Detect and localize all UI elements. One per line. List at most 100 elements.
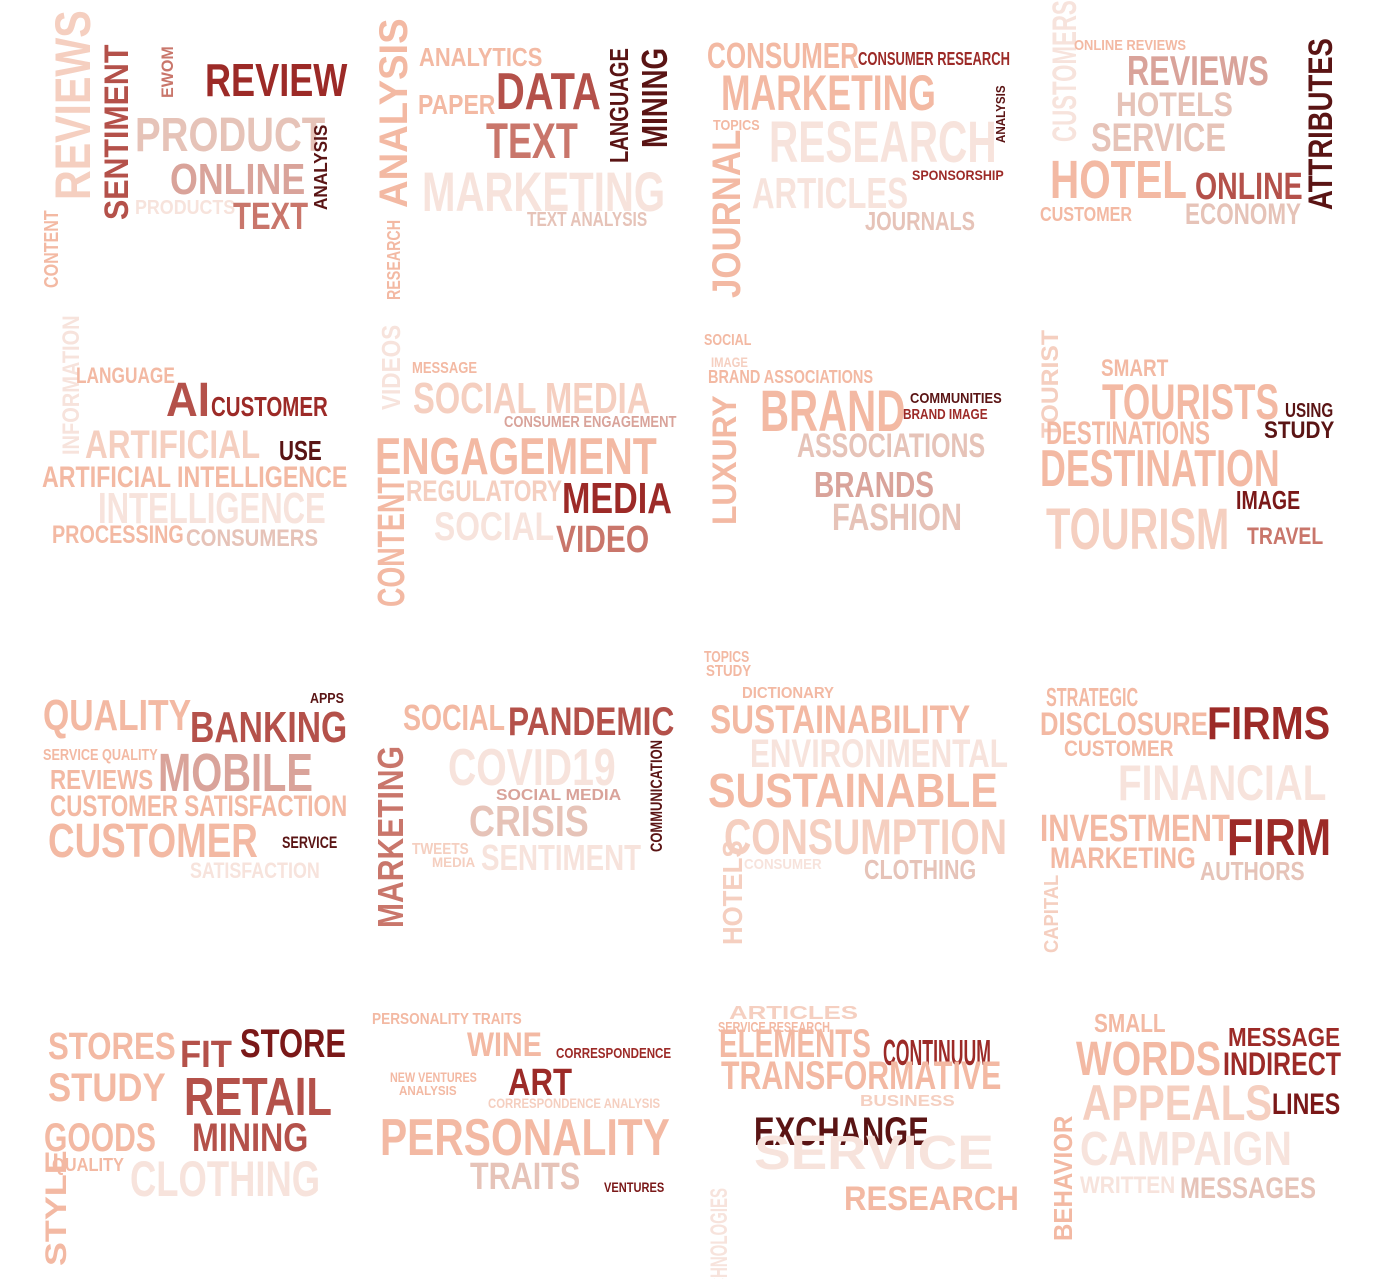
cloud-word: MESSAGES [1180, 1172, 1317, 1205]
cloud-word: SMALL [1094, 1008, 1166, 1038]
cloud-word: TEXT [233, 196, 309, 238]
cloud-word: DISCLOSURE [1040, 706, 1208, 742]
cloud-word: AI [166, 374, 210, 427]
cloud-word: SOCIAL [434, 505, 555, 549]
cloud-word: QUALITY [52, 1155, 124, 1175]
cloud-word: SERVICE [282, 833, 338, 852]
cloud-word: REVIEW [205, 54, 348, 106]
cloud-word: SENTIMENT [481, 837, 642, 878]
cloud-word: MINING [634, 48, 675, 148]
cloud-word: LANGUAGE [76, 363, 175, 388]
cloud-word: SERVICE QUALITY [43, 747, 158, 764]
cloud-word: MEDIA [562, 474, 672, 523]
cloud-word: MESSAGE [1228, 1022, 1341, 1052]
word-cloud-3: CONSUMER CONSUMER RESEARCH MARKETING ANALYS… [704, 0, 1034, 300]
cloud-word: ENVIRONMENTAL [750, 732, 1008, 776]
word-cloud-11: TOPICS STUDY DICTIONARY SUSTAINABILITY ENVIR… [704, 640, 1034, 946]
cloud-word: WORDS [1076, 1033, 1221, 1086]
cloud-word: MOBILE [158, 743, 313, 803]
cloud-word: IMAGE [711, 354, 748, 370]
cloud-word: ARTICLES [752, 169, 908, 218]
word-cloud-10: SOCIAL PANDEMIC COVID19 COMMUNICATION MARKET… [370, 640, 702, 940]
cloud-word: ECONOMY [1185, 198, 1302, 231]
cloud-word: TOURISTS [1102, 374, 1279, 430]
cloud-word: FINANCIAL [1118, 755, 1327, 811]
cloud-word: NEW VENTURES [390, 1069, 477, 1085]
cloud-word: ART [508, 1062, 573, 1104]
cloud-word: BUSINESS [860, 1093, 955, 1110]
cloud-word: CUSTOMERS [1046, 0, 1084, 143]
cloud-word: APPEALS [1082, 1075, 1273, 1131]
cloud-word: RETAIL [184, 1067, 332, 1127]
word-cloud-5: INFORMATION LANGUAGE AI CUSTOMER ARTIFICIAL U… [40, 315, 370, 615]
cloud-word: SOCIAL MEDIA [496, 787, 622, 804]
cloud-word: CONSUMERS [186, 525, 319, 552]
word-cloud-14: PERSONALITY TRAITS WINE CORRESPONDENCE NEW … [372, 980, 702, 1279]
word-cloud-4: CUSTOMERS ONLINE REVIEWS REVIEWS HOTELS SERV… [1036, 0, 1366, 300]
word-cloud-12: STRATEGIC DISCLOSURE FIRMS CUSTOMER FINANCIA… [1036, 640, 1366, 953]
cloud-word: TEXT ANALYSIS [527, 209, 648, 231]
word-cloud-15: ARTICLES SERVICE RESEARCH ELEMENTS CONTINUU… [704, 980, 1034, 1279]
cloud-word: INTELLIGENCE [98, 484, 326, 533]
cloud-word: RESEARCH [844, 1180, 1019, 1218]
cloud-word: DATA [496, 63, 601, 121]
cloud-word: USE [279, 435, 322, 466]
cloud-word: FIT [180, 1034, 232, 1076]
cloud-word: MARKETING [1050, 842, 1196, 875]
cloud-word: CRISIS [469, 797, 589, 846]
cloud-word: REGULATORY [406, 475, 563, 508]
cloud-word: WINE [467, 1026, 542, 1064]
word-cloud-6: VIDEOS MESSAGE SOCIAL MEDIA CONSUMER ENGAGE… [371, 315, 702, 615]
cloud-word: VENTURES [604, 1179, 665, 1195]
cloud-word: TRAVEL [1247, 523, 1324, 550]
cloud-word: HOTEL [1050, 150, 1187, 210]
cloud-word: CONTENT [41, 210, 63, 288]
cloud-word: STYLE [40, 1150, 73, 1266]
cloud-word: SUSTAINABILITY [710, 698, 971, 742]
cloud-word: INVESTMENT [1040, 808, 1230, 850]
cloud-word: PERSONALITY [380, 1109, 670, 1167]
cloud-word: ARTIFICIAL [85, 423, 261, 467]
cloud-word: PAPER [418, 89, 496, 120]
cloud-word: CLOTHING [130, 1151, 321, 1207]
cloud-word: CAMPAIGN [1080, 1123, 1292, 1176]
word-cloud-9: QUALITY APPS BANKING SERVICE QUALITY MOBILE R… [40, 640, 370, 940]
cloud-word: JOURNAL [705, 129, 749, 298]
cloud-word: BRAND [760, 379, 906, 444]
cloud-word: WRITTEN [1080, 1172, 1176, 1199]
cloud-word: LINES [1272, 1088, 1341, 1121]
cloud-word: COVID19 [448, 739, 616, 797]
cloud-word: STORES [48, 1026, 176, 1068]
word-cloud-16: SMALL MESSAGE WORDS INDIRECT APPEALS LINES BEH… [1036, 980, 1366, 1279]
cloud-word: LANGUAGE [604, 48, 634, 163]
cloud-word: FIRM [1227, 809, 1332, 867]
cloud-word: MEDIA [432, 854, 476, 870]
word-cloud-8: TOURIST SMART TOURISTS USING DESTINATIONS STU… [1036, 315, 1366, 615]
cloud-word: LUXURY [706, 395, 744, 525]
cloud-word: EXCHANGE [754, 1110, 929, 1154]
cloud-word: CAPITAL [1041, 874, 1063, 953]
cloud-word: TECHNOLOGIES [706, 1187, 733, 1279]
cloud-word: DESTINATIONS [1046, 415, 1210, 451]
cloud-word: REVIEWS [1127, 47, 1269, 94]
cloud-word: TOPICS [704, 649, 750, 666]
cloud-word: TEXT [486, 113, 578, 169]
cloud-word: PROCESSING [52, 521, 184, 549]
cloud-word: SOCIAL [403, 697, 506, 738]
cloud-word: SATISFACTION [190, 858, 320, 883]
cloud-word: BANKING [190, 703, 348, 752]
cloud-word: VIDEO [556, 519, 650, 561]
cloud-word: CLOTHING [864, 854, 977, 885]
cloud-word: MINING [192, 1116, 309, 1160]
cloud-word: TRANSFORMATIVE [721, 1054, 1002, 1098]
cloud-word: STUDY [48, 1066, 166, 1110]
cloud-word: RESEARCH [384, 219, 404, 300]
cloud-word: SUSTAINABLE [708, 765, 998, 818]
cloud-word: ATTRIBUTES [1302, 38, 1340, 211]
cloud-word: CONSUMER [744, 856, 822, 873]
cloud-word: PRODUCTS [135, 197, 236, 219]
cloud-word: VIDEOS [376, 324, 406, 410]
cloud-word: STRATEGIC [1046, 682, 1139, 712]
cloud-word: SENTIMENT [98, 44, 136, 220]
cloud-word: TRAITS [470, 1156, 581, 1198]
